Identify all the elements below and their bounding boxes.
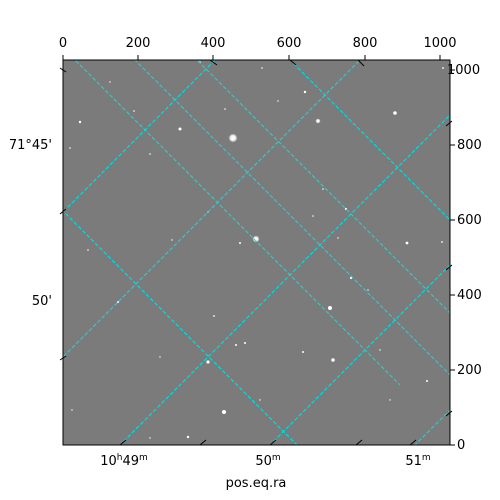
ra-tick-label: 10h49m [100, 453, 148, 469]
star [367, 289, 369, 291]
x-axis-label: pos.eq.ra [226, 476, 287, 491]
star [349, 276, 353, 280]
star [159, 356, 161, 358]
star-field [69, 61, 444, 439]
star [222, 410, 226, 414]
grid-line [289, 60, 450, 221]
tick-mark [355, 439, 363, 446]
star [442, 67, 444, 69]
ra-axis: 10h49m 50m 51m [100, 453, 430, 469]
ra-tick-label: 50m [255, 453, 280, 469]
coordinate-grid [63, 60, 450, 445]
right-tick-label: 800 [457, 138, 482, 153]
star [149, 153, 151, 155]
star [331, 358, 335, 362]
dec-axis: 71°45' 50' [9, 138, 52, 309]
grid-line [269, 264, 450, 445]
tick-mark [445, 120, 453, 127]
ra-tick-label: 51m [405, 453, 430, 469]
star [109, 81, 111, 83]
top-tick-label: 0 [59, 36, 67, 51]
star [315, 118, 321, 124]
tick-mark [357, 59, 365, 67]
star [328, 306, 332, 310]
grid-line [63, 60, 216, 213]
right-tick-label: 0 [457, 438, 465, 453]
top-tick-label: 1000 [423, 36, 456, 51]
star [117, 301, 119, 303]
tick-mark [59, 67, 67, 73]
tick-mark [119, 439, 127, 446]
star [206, 360, 210, 364]
star [259, 399, 261, 401]
sky-image [63, 60, 450, 445]
grid-line [74, 60, 401, 386]
plot-frame [62, 59, 451, 446]
star [171, 239, 173, 241]
star [312, 215, 314, 217]
star [69, 147, 71, 149]
dec-tick-label: 71°45' [9, 138, 52, 153]
grid-line [414, 409, 450, 445]
star [405, 241, 409, 245]
star [426, 380, 428, 382]
star [87, 249, 89, 251]
tick-mark [269, 439, 277, 446]
grid-line [196, 60, 450, 314]
top-tick-label: 400 [201, 36, 226, 51]
top-tick-label: 600 [277, 36, 302, 51]
star [178, 127, 182, 131]
star [302, 351, 304, 353]
axis-ticks [59, 55, 455, 446]
star [322, 188, 324, 190]
star [133, 110, 135, 112]
top-tick-label: 200 [126, 36, 151, 51]
right-tick-label: 600 [457, 213, 482, 228]
star [441, 241, 443, 243]
tick-mark [409, 439, 417, 446]
top-tick-label: 800 [353, 36, 378, 51]
star [71, 409, 73, 411]
tick-mark [445, 410, 453, 417]
right-tick-label: 200 [457, 363, 482, 378]
star [379, 349, 381, 351]
star [78, 120, 82, 124]
star [239, 242, 241, 244]
tick-mark [445, 264, 453, 271]
top-pixel-axis: 0 200 400 600 800 1000 [59, 36, 457, 51]
star [393, 111, 397, 115]
grid-line [63, 60, 361, 358]
star [213, 315, 215, 317]
dec-tick-label: 50' [32, 294, 52, 309]
tick-mark [289, 59, 297, 66]
star [244, 342, 246, 344]
tick-mark [199, 439, 207, 446]
grid-line [119, 114, 450, 445]
right-tick-label: 1000 [447, 63, 480, 78]
star [186, 435, 190, 439]
star [389, 399, 391, 401]
right-pixel-axis: 0 200 400 600 800 1000 [447, 63, 482, 453]
star [277, 100, 279, 102]
star [303, 90, 307, 94]
star [337, 237, 339, 239]
star [252, 235, 260, 243]
star [235, 344, 237, 346]
tick-mark [59, 208, 67, 215]
right-tick-label: 400 [457, 288, 482, 303]
star [149, 437, 151, 439]
tick-mark [59, 355, 67, 361]
star [228, 133, 238, 143]
star [224, 108, 226, 110]
star [261, 67, 263, 69]
grid-line [134, 60, 450, 376]
tick-mark [209, 59, 218, 66]
